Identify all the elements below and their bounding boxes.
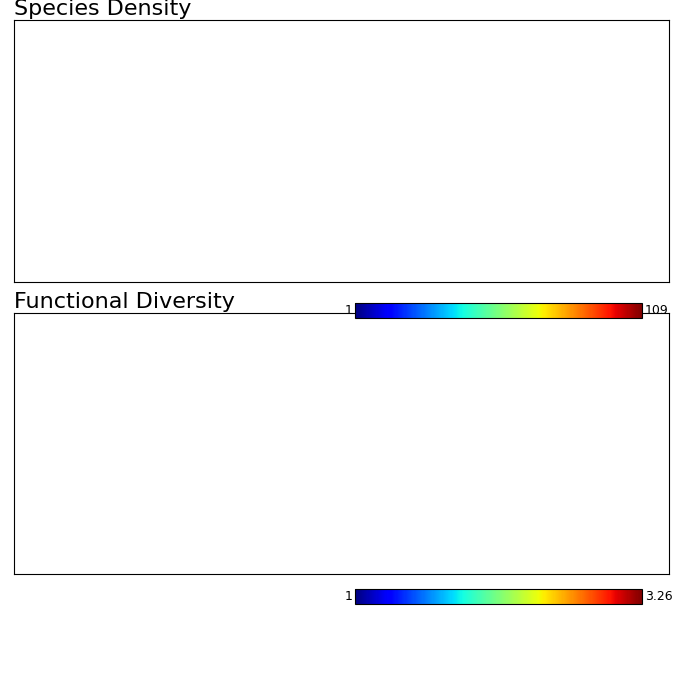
Text: 1: 1 [344,590,352,604]
Text: 1: 1 [344,303,352,317]
Text: 3.26: 3.26 [645,590,673,604]
Text: Species Density: Species Density [14,0,191,19]
Text: 109: 109 [645,303,669,317]
Text: Functional Diversity: Functional Diversity [14,292,234,311]
